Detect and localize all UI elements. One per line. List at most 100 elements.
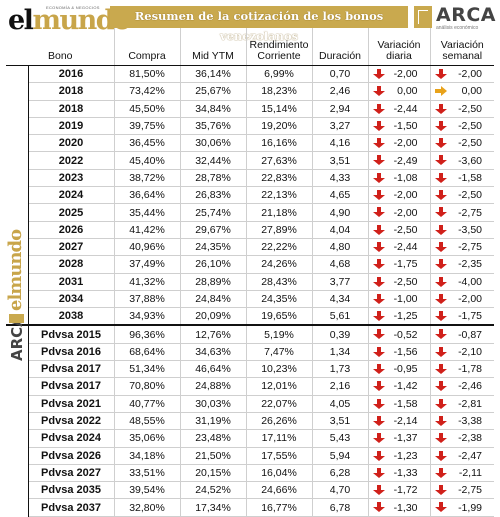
arrow-down-icon — [434, 241, 447, 252]
variation-value: -1,33 — [393, 466, 418, 479]
cell-duracion: 4,65 — [312, 186, 369, 205]
cell-compra: 38,72% — [114, 169, 181, 188]
cell-variacion-semanal: -2,81 — [430, 395, 494, 413]
row-side-spacer — [6, 255, 29, 274]
cell-variacion-diaria: -1,08 — [368, 169, 431, 188]
cell-mid-ytm: 28,89% — [180, 273, 247, 291]
cell-duracion: 1,73 — [312, 360, 369, 379]
cell-mid-ytm: 20,15% — [180, 464, 247, 483]
row-side-spacer — [6, 186, 29, 204]
arrow-down-icon — [434, 502, 447, 513]
row-side-spacer — [6, 343, 29, 361]
cell-variacion-semanal: -1,78 — [430, 360, 494, 379]
cell-rendimiento: 19,65% — [246, 307, 313, 327]
variation-value: -2,00 — [458, 68, 482, 81]
cell-mid-ytm: 46,64% — [180, 360, 247, 379]
col-header-variacion-diaria: Variación diaria — [368, 28, 431, 66]
col-header-rendimiento: Rendimiento Corriente — [246, 28, 313, 66]
cell-bono: 2025 — [28, 203, 115, 222]
table-row: 2018 73,42% 25,67% 18,23% 2,46 0,00 0,00 — [6, 82, 494, 101]
variation-value: -2,35 — [458, 258, 482, 271]
cell-compra: 35,06% — [114, 429, 181, 448]
arrow-down-icon — [372, 346, 385, 357]
cell-compra: 36,45% — [114, 134, 181, 153]
variation-value: -2,00 — [393, 189, 418, 202]
arrow-down-icon — [434, 311, 447, 322]
cell-bono: Pdvsa 2026 — [28, 447, 115, 465]
cell-duracion: 4,33 — [312, 169, 369, 188]
variation-value: -1,37 — [393, 432, 418, 445]
cell-mid-ytm: 24,52% — [180, 481, 247, 500]
cell-rendimiento: 24,26% — [246, 255, 313, 274]
cell-bono: Pdvsa 2016 — [28, 343, 115, 362]
cell-variacion-semanal: -2,11 — [430, 464, 494, 483]
arrow-down-icon — [434, 329, 447, 340]
cell-rendimiento: 15,14% — [246, 100, 313, 118]
variation-value: -0,52 — [393, 328, 418, 341]
variation-value: -2,50 — [458, 102, 482, 115]
cell-rendimiento: 27,63% — [246, 151, 313, 170]
cell-mid-ytm: 29,67% — [180, 221, 247, 239]
table-row: 2019 39,75% 35,76% 19,20% 3,27 -1,50 -2,50 — [6, 117, 494, 136]
cell-variacion-semanal: -2,75 — [430, 481, 494, 500]
cell-compra: 41,32% — [114, 273, 181, 291]
row-side-spacer — [6, 360, 29, 378]
arrow-down-icon — [372, 415, 385, 426]
row-side-spacer — [6, 100, 29, 118]
variation-value: -3,50 — [458, 223, 482, 236]
arrow-down-icon — [434, 120, 447, 131]
cell-duracion: 4,68 — [312, 255, 369, 274]
cell-bono: 2031 — [28, 273, 115, 291]
cell-compra: 41,42% — [114, 221, 181, 239]
cell-rendimiento: 7,47% — [246, 343, 313, 362]
cell-compra: 39,75% — [114, 117, 181, 136]
cell-bono: Pdvsa 2027 — [28, 464, 115, 483]
cell-variacion-diaria: -2,14 — [368, 412, 431, 431]
row-side-spacer — [6, 395, 29, 413]
row-side-spacer — [6, 377, 29, 396]
arrow-down-icon — [434, 450, 447, 461]
variation-value: -3,60 — [458, 154, 482, 167]
cell-compra: 34,93% — [114, 307, 181, 327]
arrow-down-icon — [434, 364, 447, 375]
variation-value: -2,75 — [458, 206, 482, 219]
table-header-row: Bono Compra Mid YTM Rendimiento Corrient… — [6, 28, 494, 66]
side-logo-icon — [9, 314, 24, 323]
cell-variacion-diaria: -0,95 — [368, 360, 431, 379]
cell-duracion: 4,90 — [312, 203, 369, 222]
row-side-spacer — [6, 151, 29, 170]
cell-mid-ytm: 25,67% — [180, 82, 247, 101]
table-row: 2023 38,72% 28,78% 22,83% 4,33 -1,08 -1,58 — [6, 169, 494, 188]
cell-mid-ytm: 21,50% — [180, 447, 247, 465]
cell-compra: 34,18% — [114, 447, 181, 465]
arrow-down-icon — [372, 398, 385, 409]
cell-mid-ytm: 32,44% — [180, 151, 247, 170]
arrow-down-icon — [434, 433, 447, 444]
cell-rendimiento: 17,11% — [246, 429, 313, 448]
arrow-down-icon — [372, 207, 385, 218]
row-side-spacer — [6, 429, 29, 448]
cell-compra: 36,64% — [114, 186, 181, 205]
table-row: 2027 40,96% 24,35% 22,22% 4,80 -2,44 -2,75 — [6, 238, 494, 257]
cell-rendimiento: 6,99% — [246, 65, 313, 84]
cell-variacion-semanal: -4,00 — [430, 273, 494, 291]
cell-compra: 45,40% — [114, 151, 181, 170]
cell-compra: 48,55% — [114, 412, 181, 431]
variation-value: -1,50 — [393, 120, 418, 133]
arrow-down-icon — [372, 190, 385, 201]
table-row: Pdvsa 2016 68,64% 34,63% 7,47% 1,34 -1,56 -2,1… — [6, 343, 494, 362]
table-row: 2028 37,49% 26,10% 24,26% 4,68 -1,75 -2,35 — [6, 255, 494, 274]
cell-bono: Pdvsa 2022 — [28, 412, 115, 431]
arrow-down-icon — [434, 276, 447, 287]
cell-variacion-diaria: -2,49 — [368, 151, 431, 170]
cell-rendimiento: 24,66% — [246, 481, 313, 500]
cell-duracion: 3,77 — [312, 273, 369, 291]
cell-variacion-semanal: -2,50 — [430, 100, 494, 118]
cell-variacion-diaria: -2,50 — [368, 273, 431, 291]
cell-variacion-diaria: -1,25 — [368, 307, 431, 327]
cell-variacion-semanal: -2,46 — [430, 377, 494, 396]
cell-rendimiento: 17,55% — [246, 447, 313, 465]
title-bar: Resumen de la cotización de los bonos ve… — [110, 6, 408, 43]
row-side-spacer — [6, 447, 29, 465]
table-row: Pdvsa 2027 33,51% 20,15% 16,04% 6,28 -1,33 -2,… — [6, 464, 494, 483]
